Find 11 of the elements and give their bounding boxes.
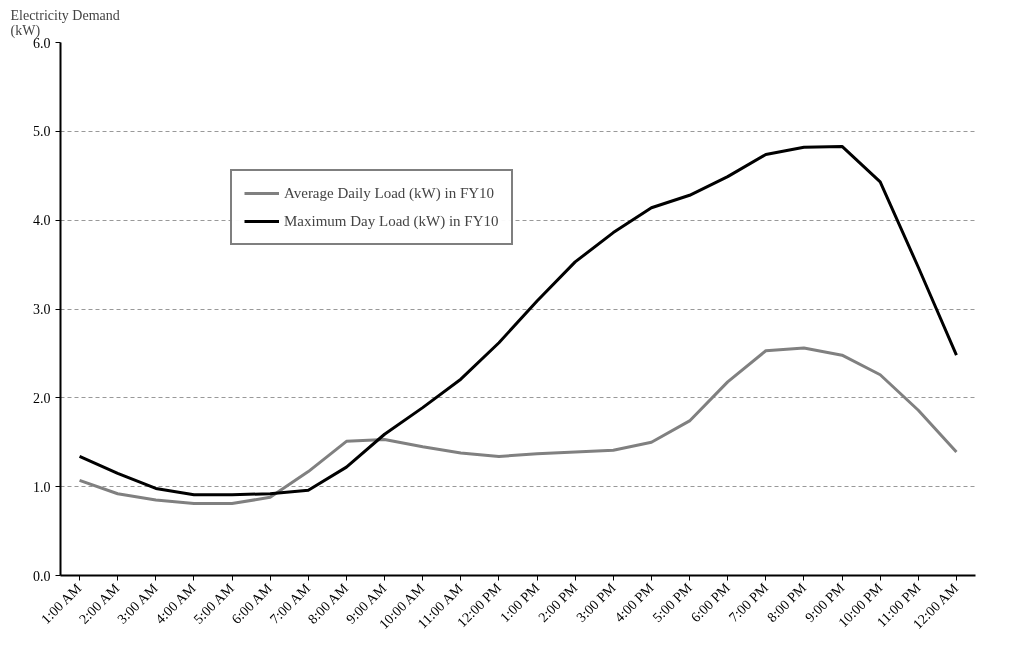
y-axis-title: Electricity Demand (kW) [10, 7, 120, 39]
legend-label: Average Daily Load (kW) in FY10 [284, 184, 495, 202]
y-tick-label: 5.0 [33, 124, 51, 140]
line-series [78, 346, 958, 506]
y-tick-label: 3.0 [33, 302, 51, 317]
y-tick-label: 2.0 [33, 390, 51, 406]
y-tick-label: 1.0 [33, 479, 51, 495]
legend-label: Maximum Day Load (kW) in FY10 [284, 212, 499, 230]
y-tick-label: 0.0 [33, 568, 51, 584]
line-series [78, 144, 958, 497]
y-tick-label: 4.0 [33, 213, 51, 229]
